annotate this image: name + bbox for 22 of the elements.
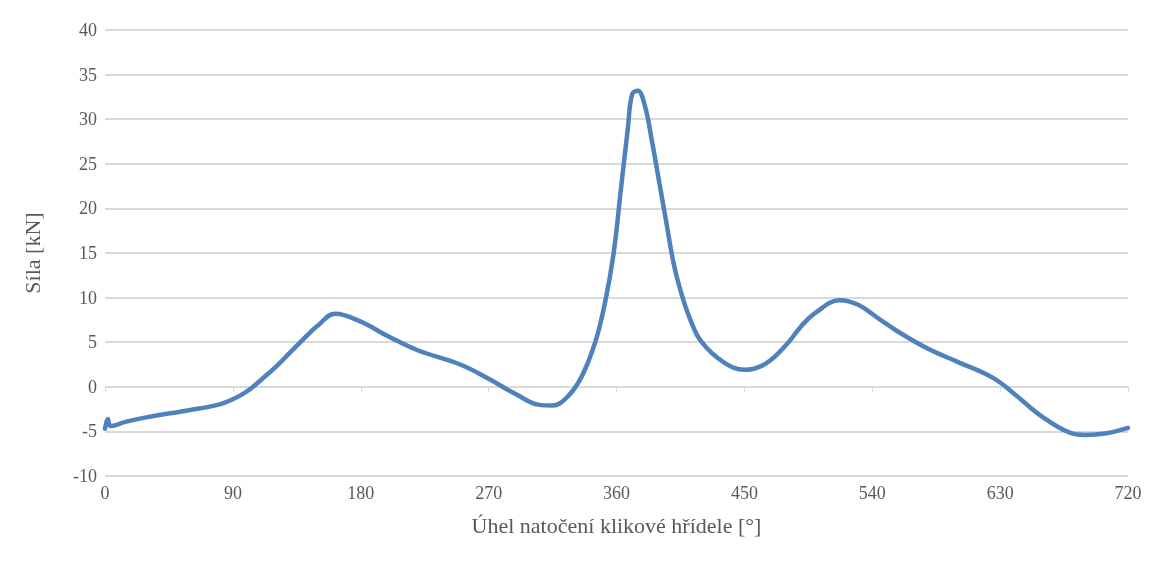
x-tick-label: 180 bbox=[347, 483, 375, 503]
y-tick-label: -10 bbox=[73, 466, 97, 486]
x-tick-label: 720 bbox=[1114, 483, 1142, 503]
x-tick-label: 270 bbox=[475, 483, 503, 503]
x-tick-label: 90 bbox=[223, 483, 242, 503]
x-axis-title: Úhel natočení klikové hřídele [°] bbox=[471, 512, 762, 538]
x-tick-label: 360 bbox=[603, 483, 630, 503]
y-tick-label: 5 bbox=[88, 332, 97, 353]
x-tick-label: 450 bbox=[730, 483, 758, 503]
y-tick-label: 25 bbox=[79, 153, 97, 174]
y-tick-label: 10 bbox=[79, 287, 97, 308]
y-axis-title: Síla [kN] bbox=[19, 212, 45, 294]
x-tick-label: 540 bbox=[858, 483, 886, 503]
y-tick-label: 30 bbox=[79, 109, 97, 130]
y-tick-label: 40 bbox=[79, 20, 97, 40]
y-tick-label: 15 bbox=[79, 243, 97, 263]
x-tick-label: 630 bbox=[986, 483, 1014, 503]
y-tick-label: 35 bbox=[79, 64, 97, 85]
line-series bbox=[102, 88, 1131, 438]
y-tick-label: 0 bbox=[88, 376, 97, 397]
y-tick-label: -5 bbox=[82, 421, 97, 442]
y-tick-label: 20 bbox=[79, 198, 97, 219]
